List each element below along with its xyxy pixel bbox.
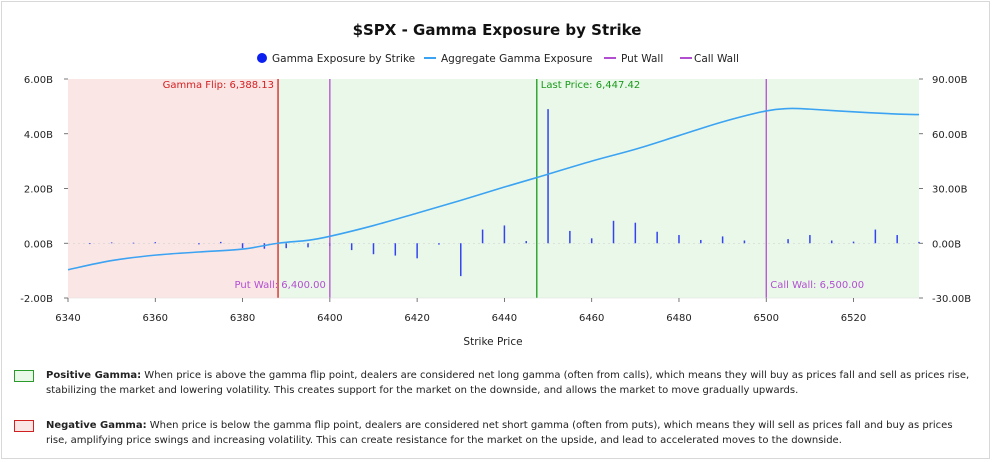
gex-bar	[896, 235, 898, 244]
legend-label-gex[interactable]: Gamma Exposure by Strike	[272, 53, 415, 65]
gex-bar	[481, 229, 484, 244]
y-left-tick-label: 6.00B	[24, 75, 53, 86]
x-tick-label: 6360	[143, 313, 168, 324]
call-wall-label: Call Wall: 6,500.00	[770, 280, 864, 291]
gex-bar	[307, 243, 309, 248]
gex-bar	[590, 238, 593, 244]
aggregate-gamma-line	[67, 107, 920, 271]
x-tick-label: 6340	[55, 313, 80, 324]
gex-bar	[372, 243, 375, 255]
negative-gamma-description: When price is below the gamma flip point…	[46, 420, 953, 446]
y-right-tick-label: -30.00B	[932, 294, 971, 305]
gex-bar	[350, 243, 353, 251]
x-axis-label: Strike Price	[463, 336, 522, 348]
gex-bar	[460, 243, 462, 277]
negative-gamma-swatch	[14, 420, 34, 432]
gex-bar	[569, 230, 571, 244]
y-left-tick-label: 2.00B	[24, 185, 53, 196]
y-right-tick-label: 90.00B	[932, 75, 968, 86]
x-tick-label: 6480	[666, 313, 691, 324]
gex-bar	[830, 240, 833, 244]
gex-bar	[874, 229, 877, 244]
gex-bar	[89, 243, 91, 245]
gex-bar	[132, 242, 135, 244]
gex-bar	[438, 243, 440, 245]
gex-bar	[198, 243, 200, 245]
gex-bar	[394, 243, 397, 256]
y-right-tick-label: 60.00B	[932, 130, 968, 141]
chart-title: $SPX - Gamma Exposure by Strike	[353, 21, 642, 39]
gex-bar	[503, 225, 506, 244]
x-tick-label: 6400	[317, 313, 342, 324]
legend-label-aggregate[interactable]: Aggregate Gamma Exposure	[441, 53, 592, 65]
gex-bar	[285, 243, 287, 249]
x-tick-label: 6520	[841, 313, 866, 324]
y-right-tick-label: 0.00B	[932, 239, 961, 250]
gex-bar	[154, 242, 157, 244]
positive-gamma-text: Positive Gamma: When price is above the …	[46, 368, 976, 398]
negative-gamma-text: Negative Gamma: When price is below the …	[46, 418, 976, 448]
gex-bar	[809, 235, 811, 244]
y-left-tick-label: 0.00B	[24, 239, 53, 250]
x-tick-label: 6460	[579, 313, 604, 324]
gex-bar	[525, 241, 527, 244]
gex-bar	[547, 109, 549, 244]
legend-label-call-wall[interactable]: Call Wall	[694, 53, 739, 65]
last-price-label: Last Price: 6,447.42	[541, 80, 640, 91]
plot-area: Gamma Flip: 6,388.13 Last Price: 6,447.42…	[20, 75, 971, 324]
gex-bar	[743, 240, 746, 244]
gex-bar	[721, 236, 724, 244]
positive-gamma-swatch	[14, 370, 34, 382]
gamma-flip-label: Gamma Flip: 6,388.13	[163, 80, 274, 91]
x-tick-label: 6440	[492, 313, 517, 324]
gex-bar	[634, 222, 637, 244]
negative-gamma-label: Negative Gamma:	[46, 420, 147, 431]
gex-bar	[241, 243, 244, 249]
positive-gamma-description: When price is above the gamma flip point…	[46, 370, 970, 396]
negative-gamma-region	[68, 79, 279, 298]
legend-dot-icon	[257, 53, 267, 63]
legend: Gamma Exposure by Strike Aggregate Gamma…	[257, 53, 739, 65]
x-tick-label: 6420	[404, 313, 429, 324]
negative-gamma-note: Negative Gamma: When price is below the …	[14, 418, 976, 448]
positive-gamma-region	[278, 79, 919, 298]
gex-bar	[678, 235, 680, 244]
gex-bar	[110, 242, 113, 244]
y-right-tick-label: 30.00B	[932, 185, 968, 196]
gex-bar	[918, 241, 920, 244]
y-left-tick-label: 4.00B	[24, 130, 53, 141]
gex-bar	[787, 239, 789, 244]
positive-gamma-note: Positive Gamma: When price is above the …	[14, 368, 976, 398]
gex-bar	[852, 241, 855, 244]
gex-bar	[416, 243, 418, 259]
gex-bar	[700, 239, 702, 244]
y-left-tick-label: -2.00B	[20, 294, 53, 305]
gex-bar	[219, 241, 222, 244]
gex-bar	[656, 231, 658, 244]
put-wall-label: Put Wall: 6,400.00	[235, 280, 326, 291]
x-tick-label: 6500	[754, 313, 779, 324]
x-tick-label: 6380	[230, 313, 255, 324]
legend-label-put-wall[interactable]: Put Wall	[621, 53, 663, 65]
gex-bar	[612, 220, 615, 244]
positive-gamma-label: Positive Gamma:	[46, 370, 142, 381]
